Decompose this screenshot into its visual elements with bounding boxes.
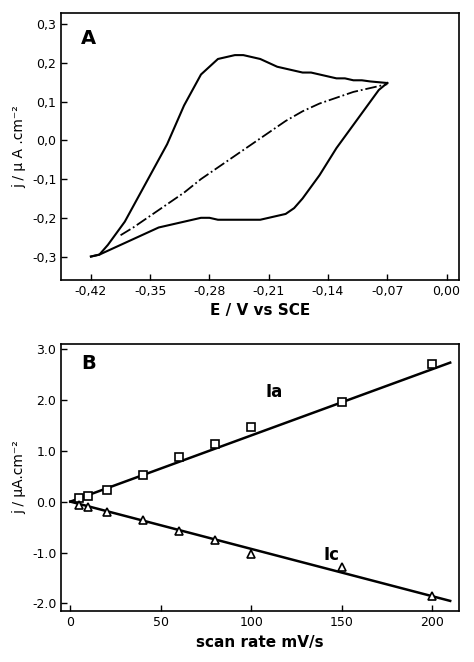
X-axis label: scan rate mV/s: scan rate mV/s — [196, 634, 324, 649]
Y-axis label: j / μA.cm⁻²: j / μA.cm⁻² — [12, 441, 27, 514]
Y-axis label: j / μ A .cm⁻²: j / μ A .cm⁻² — [12, 105, 27, 187]
Text: Ic: Ic — [324, 546, 339, 564]
Text: B: B — [81, 354, 96, 373]
Text: Ia: Ia — [266, 383, 283, 401]
Text: A: A — [81, 28, 96, 48]
X-axis label: E / V vs SCE: E / V vs SCE — [210, 303, 310, 318]
